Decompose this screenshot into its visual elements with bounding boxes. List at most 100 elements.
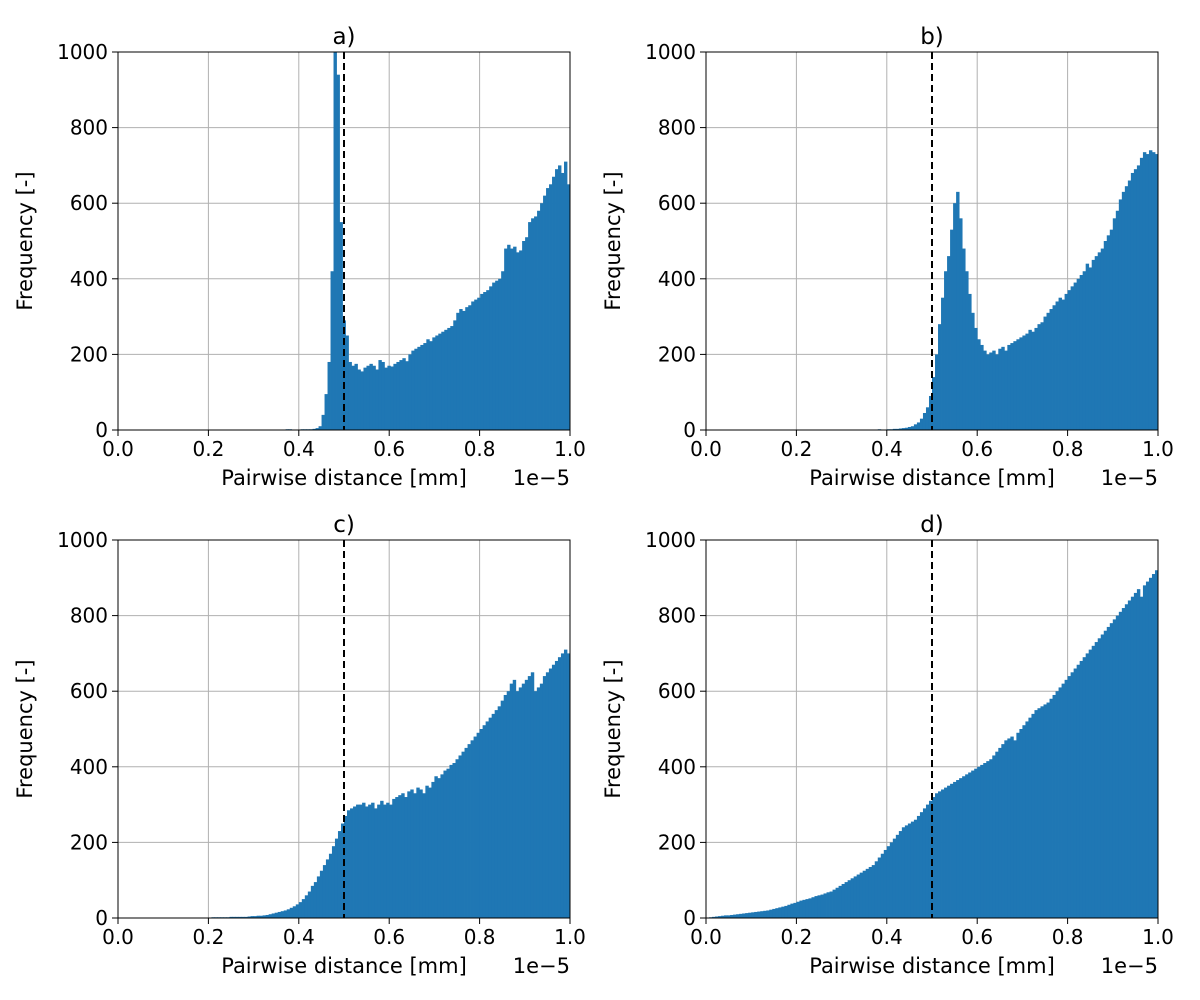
histogram-bar: [971, 770, 975, 918]
histogram-bar: [1145, 581, 1150, 918]
axes-frame: [705, 539, 1159, 919]
histogram-bar: [339, 222, 343, 430]
histogram-bar: [289, 907, 294, 918]
histogram-bar: [423, 343, 427, 430]
histogram-bar: [539, 683, 544, 918]
histogram-bar: [1061, 683, 1065, 918]
histogram-bar: [1007, 738, 1011, 918]
histogram-bar: [446, 768, 450, 918]
histogram-bars: [706, 570, 1159, 918]
x-tick-label: 0.6: [961, 925, 993, 949]
histogram-bar: [944, 271, 948, 430]
histogram-bar: [1109, 623, 1114, 918]
histogram-bar: [913, 819, 918, 918]
y-tick-label: 1000: [57, 40, 108, 64]
histogram-bar: [956, 780, 960, 918]
histogram-bar: [829, 891, 833, 918]
histogram-bar: [835, 887, 839, 918]
histogram-bar: [871, 865, 876, 918]
histogram-bar: [387, 365, 391, 430]
histogram-bar: [401, 793, 405, 918]
histogram-bar: [480, 293, 484, 430]
histogram-bar: [1016, 339, 1020, 430]
histogram-bar: [229, 916, 233, 918]
histogram-bar: [434, 776, 438, 918]
histogram-bar: [1121, 191, 1126, 430]
histogram-bar: [802, 899, 806, 918]
histogram-bar: [537, 210, 541, 430]
histogram-bar: [501, 271, 505, 430]
histogram-bar: [365, 806, 369, 918]
histogram-bar: [525, 237, 529, 430]
y-tick-label: 200: [658, 342, 696, 366]
histogram-bar: [950, 783, 954, 918]
histogram-bar: [1007, 344, 1011, 430]
y-tick-label: 800: [70, 116, 108, 140]
histogram-bar: [814, 896, 818, 918]
x-tick-label: 0.6: [961, 437, 993, 461]
histogram-bar: [1103, 630, 1108, 918]
histogram-bar: [953, 781, 957, 918]
histogram-bar: [898, 831, 903, 918]
histogram-bar: [492, 282, 496, 430]
histogram-bar: [467, 744, 471, 918]
histogram-bar: [932, 377, 936, 430]
histogram-bar: [1154, 154, 1159, 430]
x-tick-label: 0.8: [464, 925, 496, 949]
histogram-bar: [1055, 301, 1059, 430]
histogram-bar: [910, 426, 915, 430]
histogram-bar: [479, 729, 484, 918]
histogram-bar: [528, 222, 532, 430]
y-tick-label: 0: [95, 906, 108, 930]
histogram-bar: [772, 908, 776, 918]
histogram-bar: [549, 184, 553, 430]
histogram-bar: [832, 889, 836, 918]
histogram-bar: [500, 700, 505, 918]
x-tick-label: 0.2: [192, 925, 224, 949]
histogram-bar: [488, 717, 493, 918]
histogram-bar: [271, 913, 276, 918]
histogram-bar: [1022, 335, 1026, 430]
histogram-bar: [1082, 271, 1087, 430]
histogram-bar: [531, 218, 535, 430]
histogram-bar: [354, 363, 358, 430]
y-tick-label: 200: [658, 830, 696, 854]
histogram-bar: [325, 859, 330, 918]
histogram-bar: [1103, 241, 1108, 430]
histogram-bar: [1130, 596, 1135, 918]
histogram-bar: [1031, 331, 1035, 430]
histogram-bar: [1037, 324, 1041, 430]
x-offset-label: 1e−5: [1101, 466, 1158, 490]
histogram-bar: [331, 846, 336, 918]
histogram-bar: [1148, 577, 1153, 918]
histogram-bar: [862, 870, 867, 918]
histogram-bar: [1019, 337, 1023, 430]
histogram-bar: [555, 169, 559, 430]
histogram-bar: [259, 915, 264, 918]
histogram-bar: [826, 892, 830, 918]
histogram-bar: [968, 293, 972, 430]
y-tick-label: 0: [683, 418, 696, 442]
x-tick-label: 1.0: [554, 925, 586, 949]
histogram-bar: [407, 791, 411, 918]
histogram-bar: [748, 912, 752, 918]
y-tick-label: 400: [658, 755, 696, 779]
histogram-bar: [431, 781, 435, 918]
histogram-bar: [850, 878, 855, 918]
histogram-bar: [1079, 275, 1084, 430]
histogram-bar: [1151, 574, 1156, 918]
histogram-bar: [383, 804, 387, 918]
x-tick-label: 0.0: [690, 925, 722, 949]
histogram-bar: [998, 348, 1002, 430]
histogram-bars: [826, 150, 1159, 431]
histogram-bar: [1070, 672, 1075, 918]
histogram-bar: [482, 725, 487, 918]
histogram-bar: [551, 664, 556, 918]
y-tick-label: 600: [658, 191, 696, 215]
histogram-bar: [1016, 732, 1020, 918]
histogram-bar: [778, 907, 782, 918]
x-tick-label: 0.8: [464, 437, 496, 461]
y-axis-label: Frequency [-]: [13, 171, 37, 310]
axes-frame: [117, 539, 571, 919]
histogram-bar: [473, 736, 477, 918]
